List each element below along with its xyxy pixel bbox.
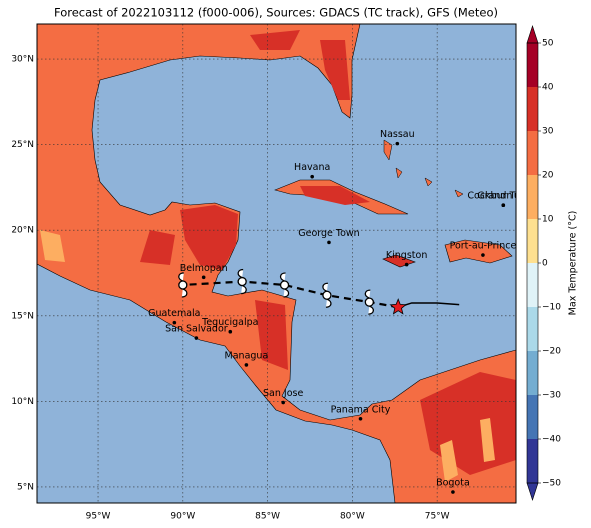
x-tick-label: 95°W — [86, 512, 111, 522]
colorbar-extend-top — [526, 25, 539, 44]
city-dot — [310, 174, 314, 179]
current-position — [389, 298, 407, 315]
colorbar: 50 40 30 20 10 0 −10 −20 −30 −40 −50 Max Temperatur… — [526, 25, 579, 501]
colorbar-tick-label: −20 — [542, 347, 561, 357]
colorbar-band — [527, 307, 538, 351]
city-label: Port-au-Prince — [450, 241, 517, 252]
forecast-track — [182, 280, 399, 309]
city-dot — [327, 240, 331, 245]
y-tick-label: 20°N — [11, 226, 34, 236]
y-tick-label: 10°N — [11, 397, 34, 407]
city-dot — [281, 400, 285, 405]
land-hot-patch — [140, 30, 516, 475]
colorbar-band — [527, 219, 538, 263]
y-tick-label: 25°N — [11, 140, 34, 150]
map-area: Nassau Havana George Town Kingston Port-au-P… — [37, 24, 539, 503]
city-dot — [404, 262, 409, 267]
colorbar-band — [527, 43, 538, 87]
city-label: George Town — [298, 228, 359, 239]
city-label: Grand Turk — [477, 191, 529, 202]
x-tick-label: 90°W — [170, 512, 195, 522]
colorbar-tick-label: −40 — [542, 435, 561, 445]
colorbar-tick-label: −10 — [542, 303, 561, 313]
colorbar-band — [527, 131, 538, 175]
city-label: Nassau — [380, 129, 415, 140]
city-dot — [395, 141, 400, 146]
city-label: Guatemala — [148, 308, 200, 319]
city-label: Tegucigalpa — [201, 317, 258, 328]
colorbar-band — [527, 87, 538, 131]
city-label: San Salvador — [165, 324, 228, 335]
colorbar-tick-label: 50 — [542, 39, 554, 49]
land-bahamas — [383, 139, 464, 198]
city-label: Bogota — [436, 478, 470, 489]
city-dot — [451, 490, 455, 494]
y-tick-label: 15°N — [11, 311, 34, 321]
storm-symbol — [322, 282, 332, 308]
map-title: Forecast of 2022103112 (f000-006), Sourc… — [54, 6, 498, 20]
city-dot — [194, 336, 199, 340]
city-dot — [201, 275, 206, 280]
city-label: Havana — [294, 162, 330, 173]
overlay: Nassau Havana George Town Kingston Port-au-P… — [148, 129, 539, 494]
city-label: Managua — [225, 350, 269, 361]
map-frame — [36, 23, 517, 504]
city-label: Panama City — [331, 404, 391, 415]
colorbar-tick-label: 0 — [542, 259, 548, 269]
x-tick-label: 75°W — [425, 512, 450, 522]
axes: 95°W 90°W 85°W 80°W 75°W 30°N 25°N 20°N 15°N 10°N… — [11, 55, 449, 522]
y-tick-label: 30°N — [11, 55, 34, 65]
city-label: Cockburn Town — [467, 191, 539, 202]
city-dot — [358, 417, 363, 421]
colorbar-band — [527, 175, 538, 219]
colorbar-tick-label: −30 — [542, 391, 561, 401]
colorbar-tick-label: 20 — [542, 171, 554, 181]
storm-symbol — [279, 272, 290, 298]
colorbar-tick-label: 40 — [542, 83, 554, 93]
city-label: San Jose — [263, 388, 303, 399]
land-hispaniola — [444, 239, 513, 264]
city-label: Belmopan — [180, 263, 228, 274]
storm-symbol — [178, 272, 188, 298]
land-cool-patch — [40, 230, 495, 482]
colorbar-tick-label: 30 — [542, 127, 554, 137]
colorbar-extend-bottom — [526, 482, 539, 501]
storm-symbol — [364, 289, 374, 315]
colorbar-band — [527, 395, 538, 439]
colorbar-band — [527, 351, 538, 395]
x-tick-label: 85°W — [255, 512, 280, 522]
city-dot — [244, 363, 249, 367]
colorbar-tick-label: −50 — [542, 479, 561, 489]
storm-symbol — [237, 268, 247, 295]
colorbar-tick-label: 10 — [542, 215, 554, 225]
city-dot — [228, 329, 233, 334]
city-dot — [172, 320, 177, 325]
city-dot — [501, 203, 506, 208]
colorbar-label: Max Temperature (°C) — [568, 211, 579, 316]
colorbar-band — [527, 263, 538, 307]
city-dot — [481, 253, 485, 257]
colorbar-band — [527, 439, 538, 483]
x-tick-label: 80°W — [340, 512, 365, 522]
y-tick-label: 5°N — [17, 482, 34, 492]
city-label: Kingston — [386, 250, 427, 261]
